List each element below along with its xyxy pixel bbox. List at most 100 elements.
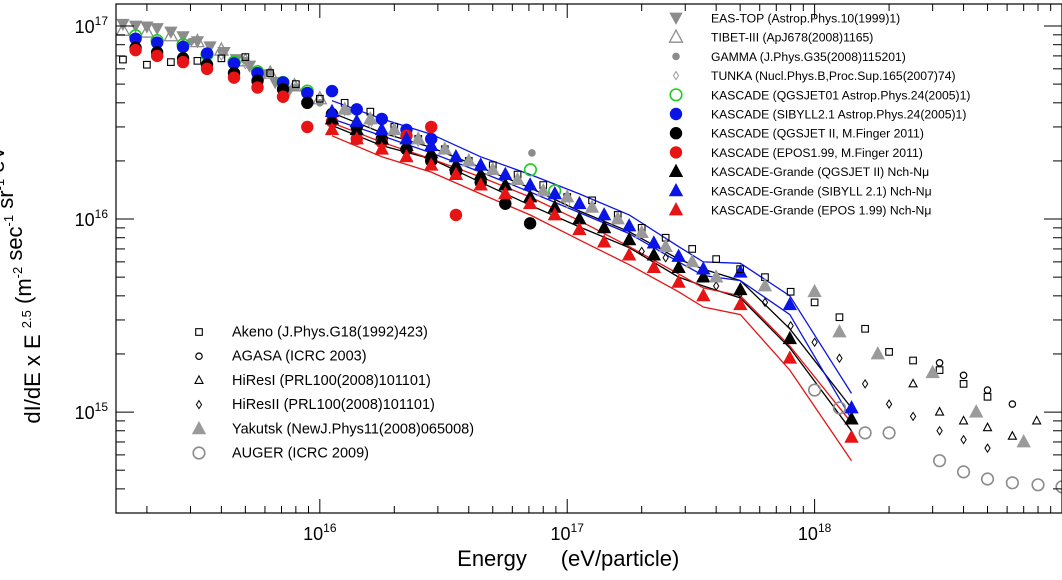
legend-top-right: EAS-TOP (Astrop.Phys.10(1999)1) TIBET-III… — [668, 12, 970, 218]
data-point — [523, 217, 537, 230]
data-point — [473, 157, 488, 171]
series-yakutsk-newj-phys11-2008-065008 — [337, 101, 1031, 448]
data-point — [787, 320, 794, 331]
legend-label: TIBET-III (ApJ678(2008)1165) — [711, 31, 873, 45]
data-point — [399, 131, 414, 145]
data-point — [980, 472, 995, 486]
data-point — [811, 337, 818, 348]
data-point — [935, 358, 944, 367]
data-point — [301, 96, 314, 110]
data-point — [399, 148, 414, 163]
data-point — [712, 255, 721, 263]
data-point — [324, 103, 340, 118]
legend-marker — [669, 107, 683, 121]
legend-marker — [669, 88, 683, 102]
series-kascade-grande-qgsjet-ii-nch-n — [324, 111, 859, 425]
data-point — [736, 265, 744, 273]
data-point — [547, 186, 562, 200]
x-tick-label: 1018 — [798, 521, 832, 544]
data-point — [982, 422, 993, 432]
data-point — [983, 392, 992, 401]
data-point — [882, 426, 896, 440]
data-point — [596, 207, 612, 221]
legend-label: Akeno (J.Phys.G18(1992)423) — [232, 325, 428, 341]
legend-marker — [191, 420, 207, 435]
data-point — [200, 62, 214, 76]
data-point — [671, 274, 686, 288]
data-point — [956, 465, 971, 479]
legend-marker — [668, 28, 684, 43]
data-point — [925, 364, 940, 379]
data-point — [374, 121, 389, 136]
legend-label: KASCADE-Grande (QGSJET II) Nch-Nμ — [711, 165, 929, 179]
data-point — [337, 101, 352, 115]
data-point — [217, 54, 226, 63]
legend-bottom-left: Akeno (J.Phys.G18(1992)423) AGASA (ICRC 2… — [191, 325, 474, 462]
data-point — [696, 261, 711, 275]
data-point — [844, 429, 859, 443]
data-point — [610, 211, 625, 225]
data-point — [499, 197, 512, 210]
data-point — [140, 21, 154, 34]
data-point — [523, 163, 538, 177]
legend-label: Yakutsk (NewJ.Phys11(2008)065008) — [232, 421, 474, 437]
data-point — [807, 283, 822, 298]
legend-label: GAMMA (J.Phys.G35(2008)115201) — [711, 50, 906, 64]
y-tick-label: 1015 — [75, 400, 109, 423]
data-point — [810, 298, 819, 307]
data-point — [696, 288, 711, 302]
data-point — [150, 49, 164, 63]
legend-marker — [669, 146, 683, 159]
data-point — [200, 47, 214, 60]
data-point — [241, 53, 250, 61]
data-point — [808, 383, 822, 397]
data-point — [782, 296, 797, 311]
legend-marker — [668, 202, 684, 216]
data-point — [276, 90, 290, 103]
series-hiresii-prl100-2008-101101 — [638, 246, 991, 454]
data-point — [733, 281, 748, 296]
y-tick-label: 1016 — [75, 207, 109, 230]
data-point — [646, 235, 662, 249]
data-point — [959, 380, 968, 388]
data-point — [712, 281, 720, 291]
data-points — [115, 18, 1062, 494]
data-point — [708, 269, 724, 283]
data-point — [1031, 415, 1042, 425]
data-point — [958, 415, 969, 425]
data-point — [908, 378, 918, 388]
data-point — [143, 60, 151, 69]
data-point — [176, 40, 190, 54]
y-tick-label: 1017 — [75, 14, 109, 37]
data-point — [572, 221, 587, 236]
data-point — [374, 141, 389, 155]
legend-label: EAS-TOP (Astrop.Phys.10(1999)1) — [711, 12, 900, 26]
data-point — [560, 189, 575, 203]
legend-label: KASCADE-Grande (EPOS 1.99) Nch-Nμ — [711, 204, 931, 218]
data-point — [621, 232, 637, 246]
data-point — [203, 41, 217, 54]
data-point — [292, 80, 300, 91]
data-point — [325, 84, 339, 98]
data-point — [449, 208, 463, 222]
data-point — [870, 346, 885, 360]
band-2-upper-line — [331, 122, 853, 424]
data-point — [861, 378, 869, 389]
data-point — [757, 278, 773, 292]
data-point — [1055, 480, 1062, 494]
data-point — [227, 71, 241, 84]
legend-marker — [672, 52, 680, 61]
data-point — [266, 69, 274, 80]
data-point — [119, 55, 127, 64]
data-point — [193, 56, 202, 65]
data-point — [584, 199, 600, 213]
data-point — [638, 246, 645, 257]
data-point — [1016, 434, 1031, 448]
data-point — [510, 171, 525, 186]
data-point — [139, 23, 155, 38]
data-point — [733, 264, 748, 278]
data-point — [498, 166, 513, 180]
data-point — [935, 366, 944, 374]
data-point — [437, 141, 452, 155]
